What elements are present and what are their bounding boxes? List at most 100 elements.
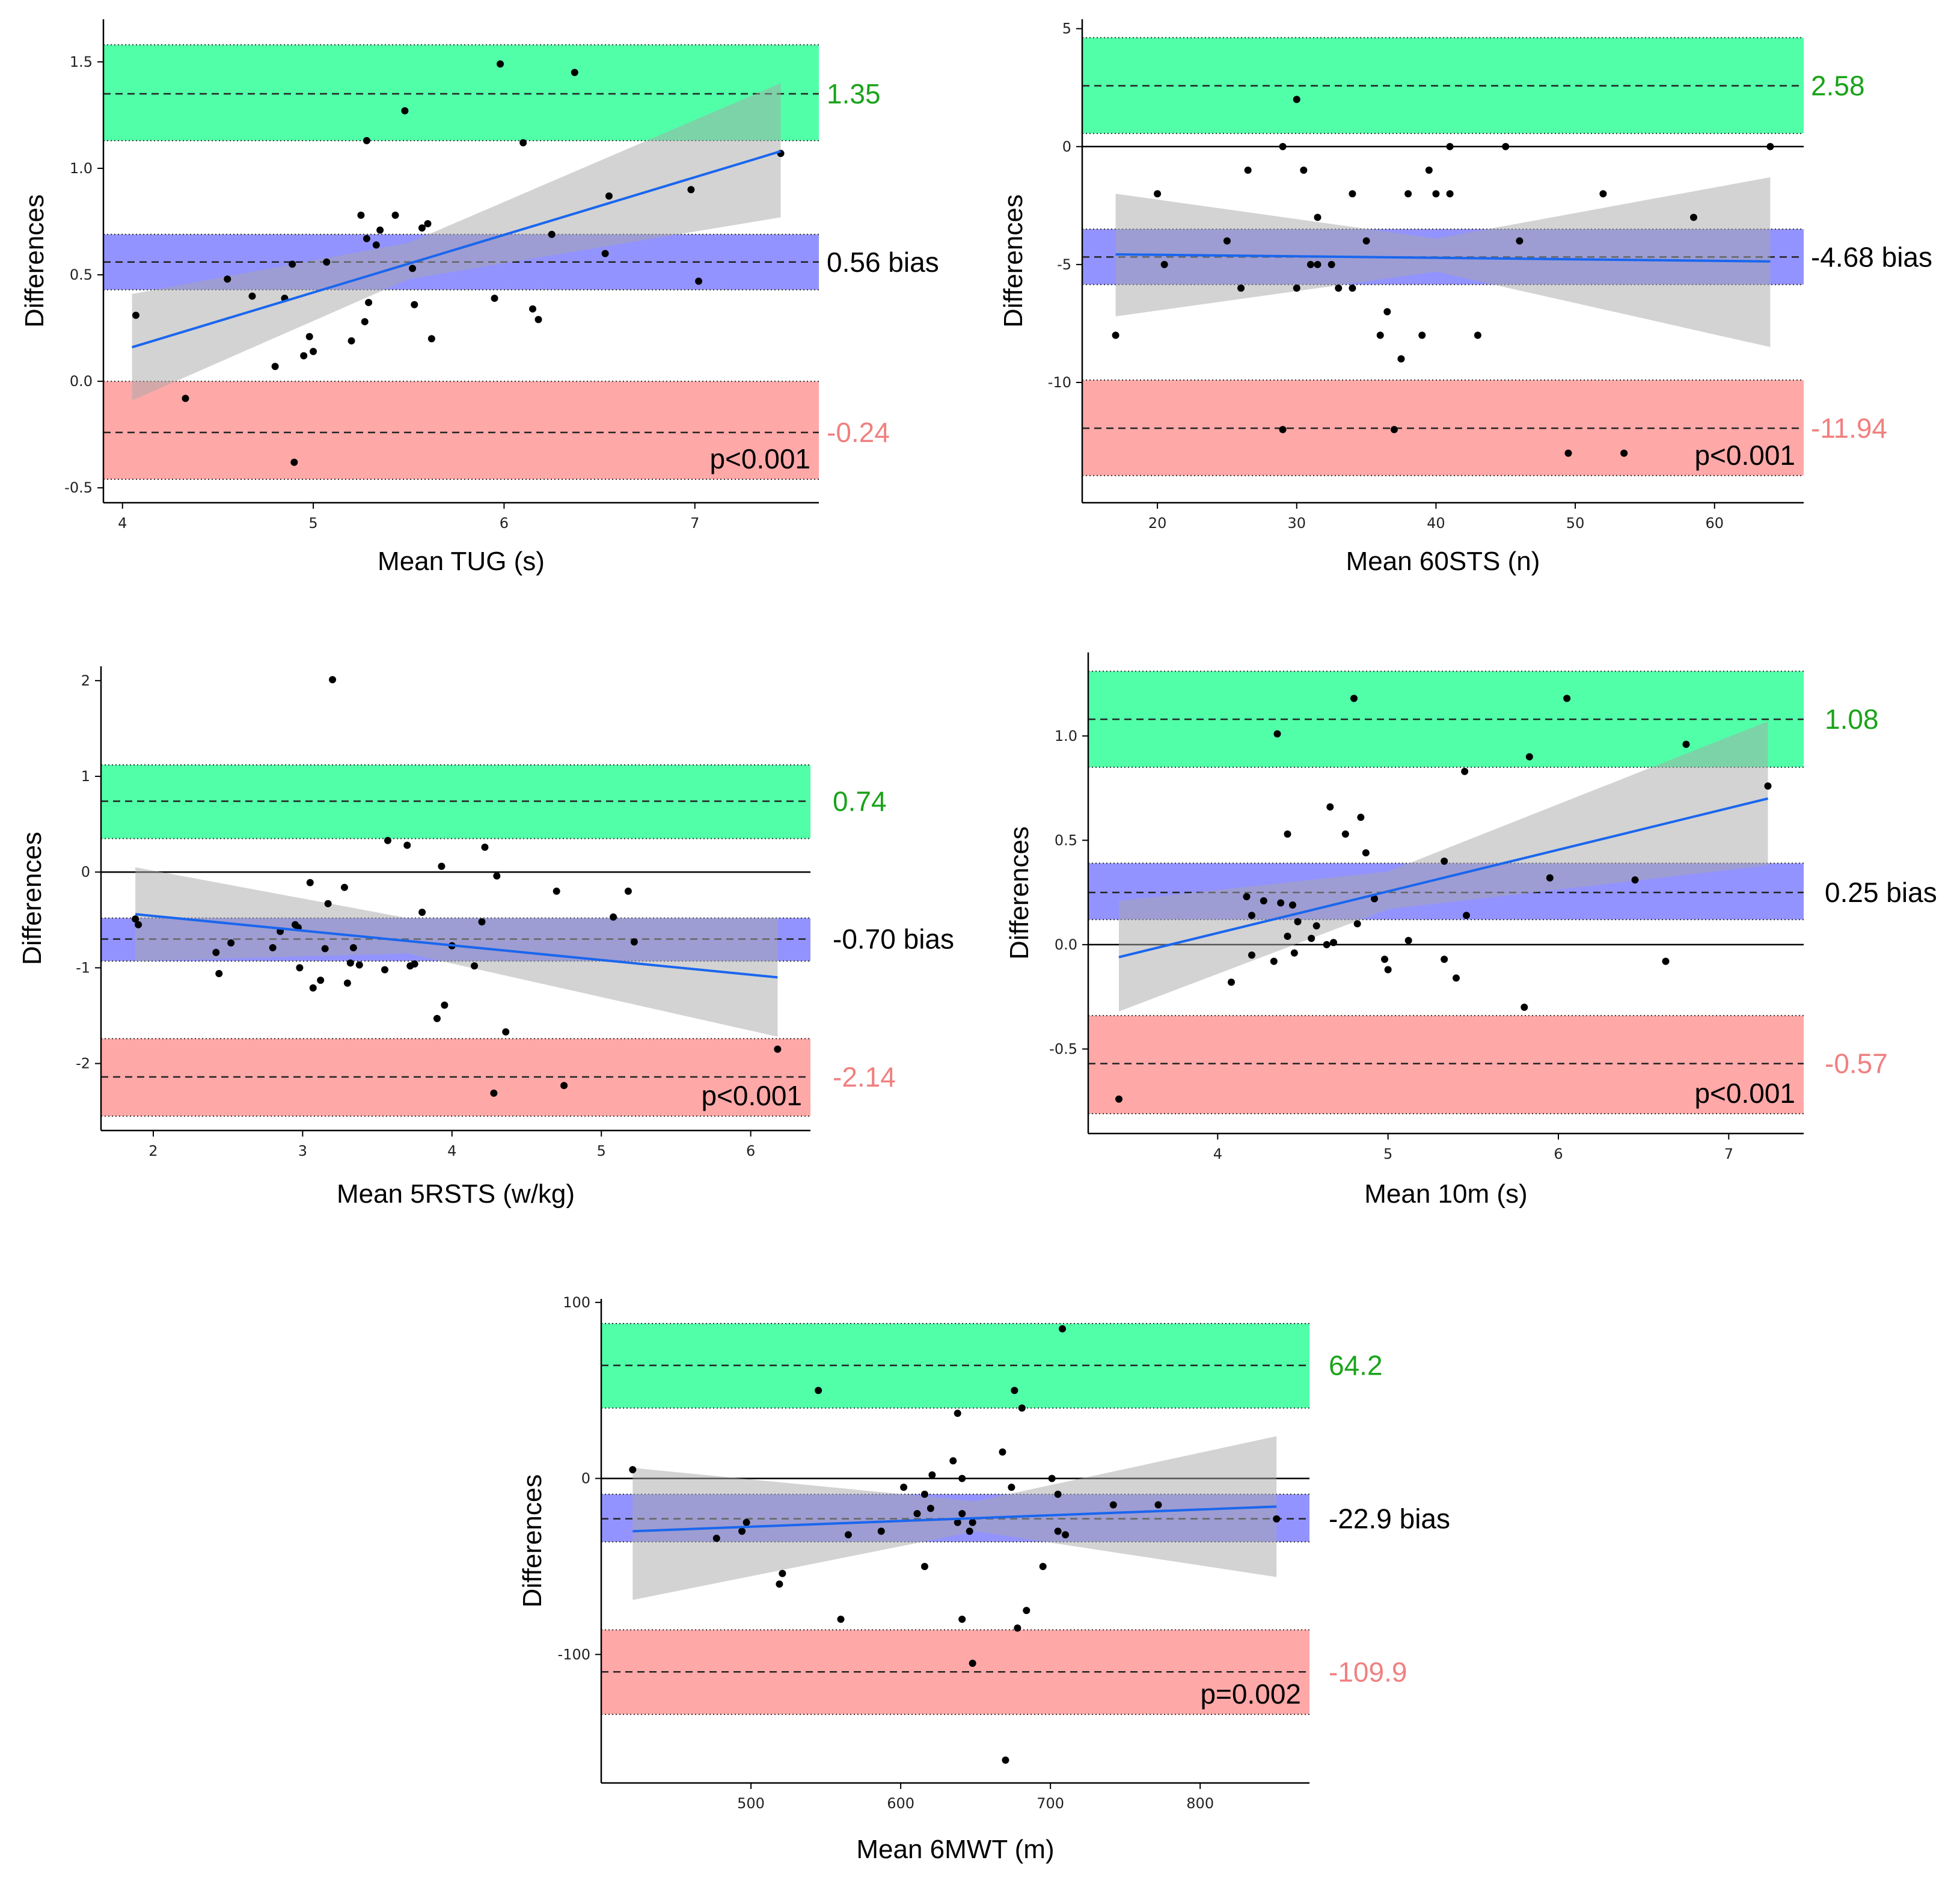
data-point <box>877 1527 885 1535</box>
data-point <box>1546 874 1554 882</box>
bias-value-label: 0.25 bias <box>1825 877 1937 908</box>
data-point <box>309 984 317 992</box>
data-point <box>1062 1531 1070 1539</box>
x-axis-title: Mean 5RSTS (w/kg) <box>337 1179 575 1209</box>
data-point <box>363 137 370 144</box>
data-point <box>1237 284 1245 292</box>
y-tick-label: -0.5 <box>1049 1040 1077 1057</box>
data-point <box>1330 939 1337 947</box>
data-point <box>1381 956 1388 963</box>
data-point <box>1023 1607 1031 1615</box>
x-tick-label: 2 <box>149 1143 158 1159</box>
data-point <box>1362 237 1370 245</box>
p-value-label: p=0.002 <box>1200 1678 1301 1710</box>
data-point <box>493 872 501 880</box>
data-point <box>966 1527 973 1535</box>
data-point <box>1563 695 1571 702</box>
data-point <box>1273 730 1281 738</box>
data-point <box>224 275 231 283</box>
panel-5: 500 600 700 800 -100 0 100 Mean 6MWT (m) Differe… <box>518 1294 1450 1864</box>
data-point <box>1228 978 1235 986</box>
y-tick-label: 2 <box>81 672 90 689</box>
bias-value-label: 0.56 bias <box>827 247 939 278</box>
data-point <box>999 1448 1006 1456</box>
data-point <box>1011 1387 1018 1395</box>
data-point <box>1300 167 1308 174</box>
data-point <box>1312 922 1320 930</box>
data-point <box>248 292 256 300</box>
data-point <box>949 1457 957 1465</box>
data-point <box>1425 167 1433 174</box>
data-point <box>1115 1095 1122 1103</box>
data-point <box>1059 1325 1067 1333</box>
data-point <box>958 1474 966 1482</box>
data-point <box>306 879 314 886</box>
lower-value-label: -0.57 <box>1825 1048 1888 1079</box>
data-point <box>1397 355 1405 363</box>
data-point <box>1039 1562 1047 1570</box>
data-point <box>321 945 329 953</box>
data-point <box>1323 940 1331 948</box>
data-point <box>774 1045 782 1053</box>
data-point <box>1564 449 1572 457</box>
data-point <box>926 1505 934 1512</box>
x-tick-label: 5 <box>308 515 317 532</box>
regression-line <box>135 913 778 979</box>
x-tick-label: 5 <box>597 1143 606 1159</box>
data-point <box>920 1490 928 1498</box>
data-point <box>1260 897 1267 905</box>
data-point <box>502 1028 510 1036</box>
data-point <box>1461 767 1469 775</box>
data-point <box>738 1527 746 1535</box>
data-point <box>1109 1501 1117 1509</box>
x-tick-label: 3 <box>298 1143 307 1159</box>
data-point <box>438 862 446 870</box>
x-tick-label: 4 <box>447 1143 456 1159</box>
data-point <box>1631 876 1639 884</box>
x-tick-label: 6 <box>746 1143 755 1159</box>
x-tick-label: 700 <box>1037 1795 1064 1812</box>
data-point <box>1662 957 1670 965</box>
data-point <box>1383 308 1391 316</box>
data-point <box>1279 143 1287 150</box>
data-point <box>411 960 418 968</box>
y-tick-label: 1.5 <box>70 54 93 70</box>
data-point <box>560 1082 568 1090</box>
regression-line <box>1118 797 1768 959</box>
data-point <box>1002 1756 1009 1764</box>
data-point <box>403 841 411 849</box>
data-point <box>361 318 369 325</box>
data-point <box>343 979 351 987</box>
data-point <box>471 962 479 970</box>
data-point <box>323 258 331 266</box>
data-point <box>1441 956 1448 963</box>
x-tick-label: 5 <box>1383 1146 1392 1162</box>
y-tick-label: 0 <box>81 864 90 880</box>
data-point <box>340 883 348 891</box>
data-point <box>610 913 617 921</box>
data-point <box>1764 782 1772 790</box>
data-point <box>1463 912 1470 919</box>
data-point <box>355 961 363 969</box>
data-point <box>1294 918 1302 925</box>
data-point <box>1521 1004 1528 1011</box>
data-point <box>1308 934 1315 942</box>
panel-3: 2 3 4 5 6 -2 -1 0 1 2 Mean 5RSTS (w/kg) Differences… <box>17 666 954 1209</box>
data-point <box>1018 1404 1026 1412</box>
data-point <box>1293 284 1300 292</box>
x-tick-label: 40 <box>1427 515 1445 532</box>
data-point <box>779 1569 786 1577</box>
data-point <box>1446 143 1454 150</box>
data-point <box>1154 1501 1162 1509</box>
data-point <box>1284 933 1291 940</box>
data-point <box>553 888 560 895</box>
x-tick-label: 4 <box>1213 1146 1222 1162</box>
regression-confidence-band <box>135 867 778 1037</box>
data-point <box>1314 260 1321 268</box>
data-point <box>1349 284 1356 292</box>
y-tick-label: -0.5 <box>64 479 93 496</box>
data-point <box>548 230 556 238</box>
data-point <box>1446 190 1454 198</box>
data-point <box>1154 190 1162 198</box>
data-point <box>1014 1624 1021 1632</box>
